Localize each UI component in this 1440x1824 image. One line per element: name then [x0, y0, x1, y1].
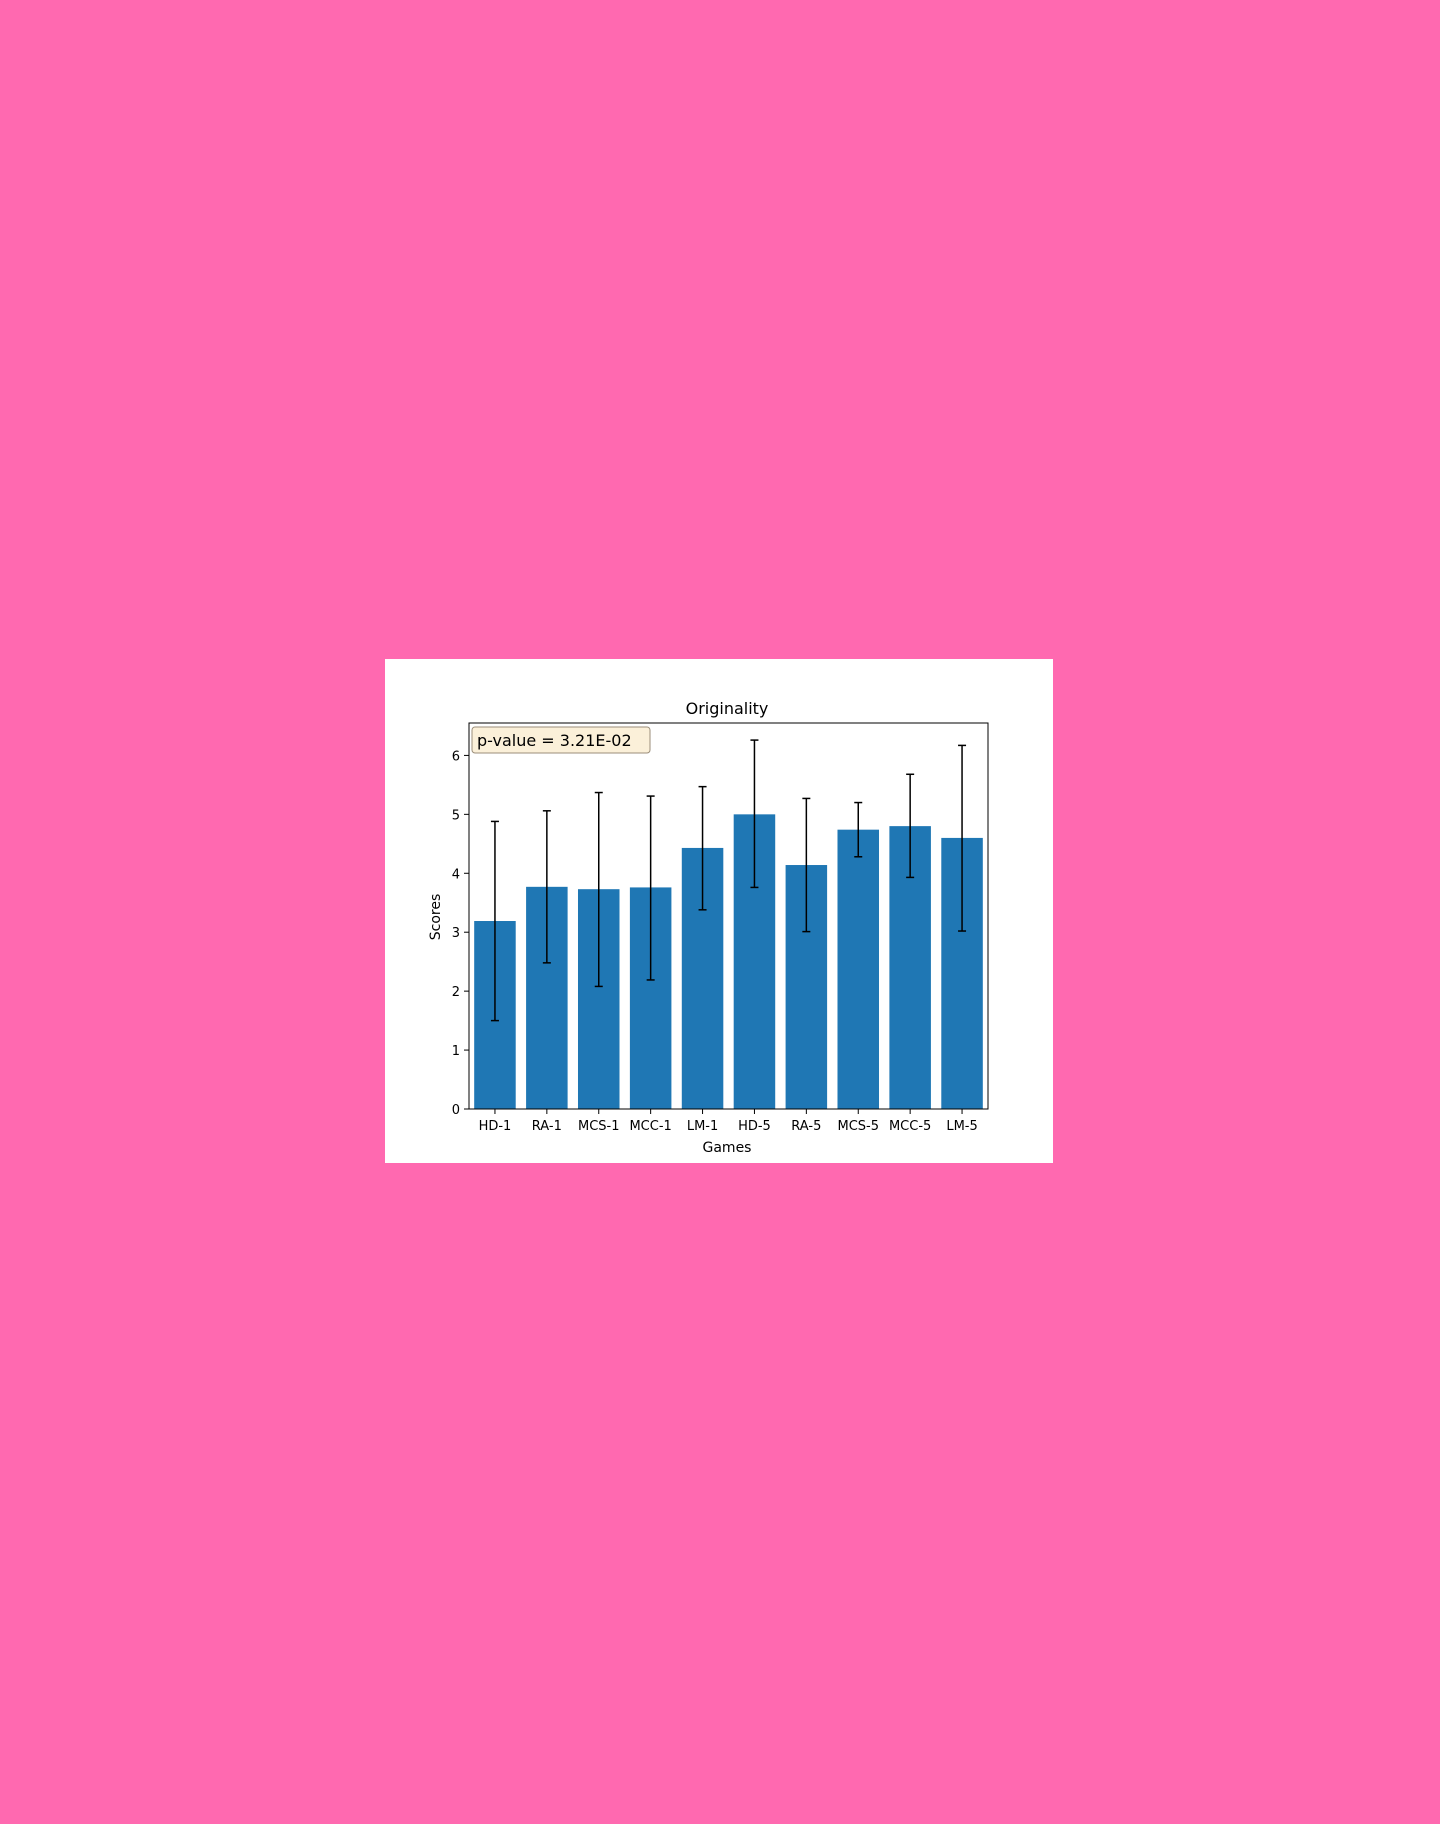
y-tick-label: 3 [452, 926, 460, 941]
bar-chart: Originality 0 1 2 3 4 5 6 HD-1 RA-1 MCS-1 MCC-1 LM-… [428, 699, 989, 1156]
x-tick-label: MCC-5 [889, 1119, 931, 1134]
y-tick-label: 2 [452, 985, 460, 1000]
figure-panel: Originality 0 1 2 3 4 5 6 HD-1 RA-1 MCS-1 MCC-1 LM-… [385, 659, 1053, 1163]
y-tick-label: 4 [452, 867, 460, 882]
x-tick-label: RA-5 [791, 1119, 821, 1134]
x-tick-label: MCS-1 [578, 1119, 620, 1134]
bar [837, 829, 880, 1109]
p-value-annotation: p-value = 3.21E-02 [477, 731, 632, 750]
y-tick-label: 5 [452, 808, 460, 823]
x-tick-label: HD-1 [479, 1119, 512, 1134]
x-tick-label: LM-1 [687, 1119, 718, 1134]
x-tick-label: MCS-5 [837, 1119, 879, 1134]
annotation-box [471, 726, 651, 754]
y-axis-label: Scores [428, 894, 444, 941]
chart-title: Originality [686, 699, 769, 718]
x-tick-label: MCC-1 [629, 1119, 671, 1134]
x-tick-label: RA-1 [532, 1119, 562, 1134]
y-tick-label: 1 [452, 1044, 460, 1059]
y-tick-label: 6 [452, 749, 460, 764]
axes-frame [468, 722, 989, 1110]
y-tick-label: 0 [452, 1103, 460, 1118]
plot-area: 0 1 2 3 4 5 6 HD-1 RA-1 MCS-1 MCC-1 LM-1 HD-5 RA-5 MCS… [452, 722, 989, 1134]
x-tick-label: HD-5 [738, 1119, 771, 1134]
x-axis-label: Games [703, 1140, 752, 1156]
x-tick-label: LM-5 [946, 1119, 977, 1134]
